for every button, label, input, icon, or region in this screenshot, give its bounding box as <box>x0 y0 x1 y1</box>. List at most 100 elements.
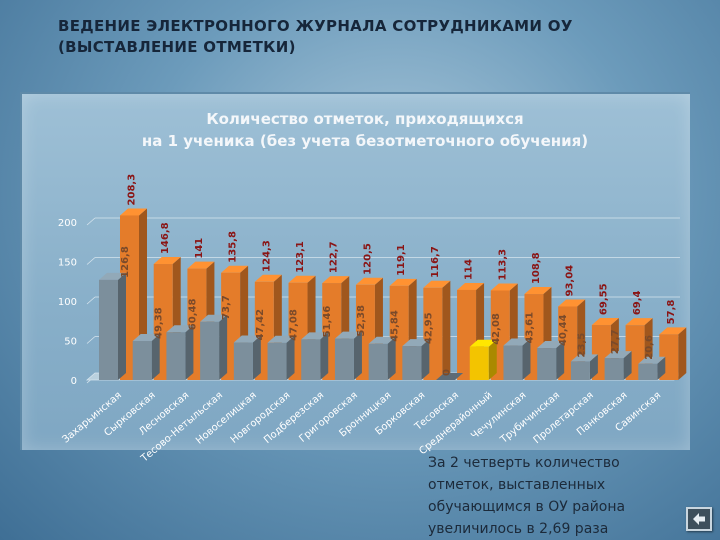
data-label-series-1: 27,7 <box>610 329 621 354</box>
return-arrow-icon <box>693 513 705 525</box>
bar-side <box>151 333 160 380</box>
bar-top <box>591 318 619 326</box>
bar-top <box>355 277 383 285</box>
y-tick-label: 0 <box>71 376 77 387</box>
bar-top <box>132 333 160 341</box>
bar-side <box>488 339 497 380</box>
data-label-series-1: 60,48 <box>187 299 198 331</box>
bar <box>132 340 152 380</box>
bar-top <box>221 265 249 273</box>
x-tick-label: Подберезская <box>262 390 326 446</box>
summary-note-line: обучающимся в ОУ района <box>428 499 626 515</box>
data-label-series-1: 20,6 <box>644 335 655 360</box>
x-tick-label: Захарьинская <box>61 390 124 446</box>
bar <box>402 346 422 380</box>
bar-top <box>570 354 598 362</box>
data-label-series-1: 23,5 <box>576 333 587 358</box>
bar-side <box>623 351 632 380</box>
return-button[interactable] <box>686 507 712 531</box>
data-label-series-2: 57,8 <box>666 300 677 325</box>
bar-top <box>402 339 430 347</box>
bar-top <box>558 299 586 307</box>
data-label-series-1: 42,08 <box>491 313 502 345</box>
chart-title: Количество отметок, приходящихся на 1 уч… <box>120 108 610 152</box>
bar-side <box>442 280 451 380</box>
bar-side <box>185 325 194 380</box>
summary-note-line: увеличилось в 2,69 раза <box>428 521 609 537</box>
bar <box>301 339 321 380</box>
bar-top <box>423 280 451 288</box>
bar-side <box>118 272 126 380</box>
bar <box>469 346 489 380</box>
data-label-series-2: 135,8 <box>228 231 239 263</box>
slide-title: ВЕДЕНИЕ ЭЛЕКТРОННОГО ЖУРНАЛА СОТРУДНИКАМ… <box>58 16 618 58</box>
data-label-series-1: 42,95 <box>423 312 434 344</box>
bar-side <box>421 339 430 380</box>
bar-top <box>254 274 282 282</box>
bar-top <box>490 283 518 291</box>
data-label-series-2: 146,8 <box>160 222 171 254</box>
bar-top <box>625 318 653 326</box>
bar-top <box>200 314 228 322</box>
bar <box>436 373 464 380</box>
y-tick-label: 50 <box>64 337 77 348</box>
bar-top <box>469 339 497 347</box>
bar-top <box>638 356 666 364</box>
summary-note: За 2 четверть количество отметок, выстав… <box>428 452 658 540</box>
bar-top <box>389 278 417 286</box>
bar-side <box>286 335 295 380</box>
data-label-series-1: 51,46 <box>322 306 333 338</box>
data-label-series-2: 141 <box>194 238 205 259</box>
data-label-series-1: 47,08 <box>289 309 300 341</box>
gridline <box>86 296 96 305</box>
data-label-series-2: 93,04 <box>565 265 576 297</box>
bar-top <box>99 272 126 280</box>
bar <box>604 358 624 380</box>
bar-side <box>252 335 261 380</box>
data-label-series-2: 114 <box>464 259 475 280</box>
data-label-series-2: 120,5 <box>362 243 373 275</box>
gridline <box>86 217 96 226</box>
data-label-series-2: 208,3 <box>127 174 138 206</box>
bar-side <box>320 332 329 380</box>
x-tick-label: Новгородская <box>229 390 293 446</box>
data-label-series-2: 116,7 <box>430 246 441 278</box>
bar-top <box>537 341 565 349</box>
data-label-series-1: 52,38 <box>356 305 367 337</box>
bar-top <box>267 335 295 343</box>
gridline <box>86 257 96 265</box>
x-tick-label: Григоровская <box>297 390 360 445</box>
bar-side <box>556 341 565 380</box>
bar <box>368 343 388 380</box>
gridline <box>86 336 96 344</box>
bar-top <box>503 338 531 346</box>
bar-top <box>301 332 329 340</box>
x-tick-label: Пролетарская <box>532 390 596 446</box>
y-tick-label: 150 <box>58 258 77 269</box>
data-label-series-1: 73,7 <box>221 295 232 320</box>
bar <box>166 332 186 380</box>
data-label-series-1: 43,61 <box>524 312 535 344</box>
bar-top <box>233 335 261 343</box>
bar-top <box>322 276 350 284</box>
bar-side <box>387 336 396 380</box>
data-label-series-2: 123,1 <box>295 241 306 273</box>
bar-side <box>657 356 666 380</box>
slide-title-line2: (ВЫСТАВЛЕНИЕ ОТМЕТКИ) <box>58 38 296 56</box>
summary-note-line: отметок, выставленных <box>428 477 606 493</box>
bar <box>570 361 590 380</box>
y-tick-label: 100 <box>58 297 77 308</box>
data-label-series-2: 108,8 <box>531 252 542 284</box>
data-label-series-1: 40,44 <box>558 314 569 346</box>
data-label-series-1: 126,8 <box>120 246 131 278</box>
bar <box>233 342 253 380</box>
bar-top <box>153 257 181 265</box>
bar <box>537 348 557 380</box>
bar-side <box>219 314 228 380</box>
data-label-series-2: 124,3 <box>261 240 272 272</box>
bar-top <box>524 287 552 295</box>
bar-top <box>288 275 316 283</box>
bar-top <box>334 331 362 339</box>
data-label-series-1: 49,38 <box>154 307 165 339</box>
